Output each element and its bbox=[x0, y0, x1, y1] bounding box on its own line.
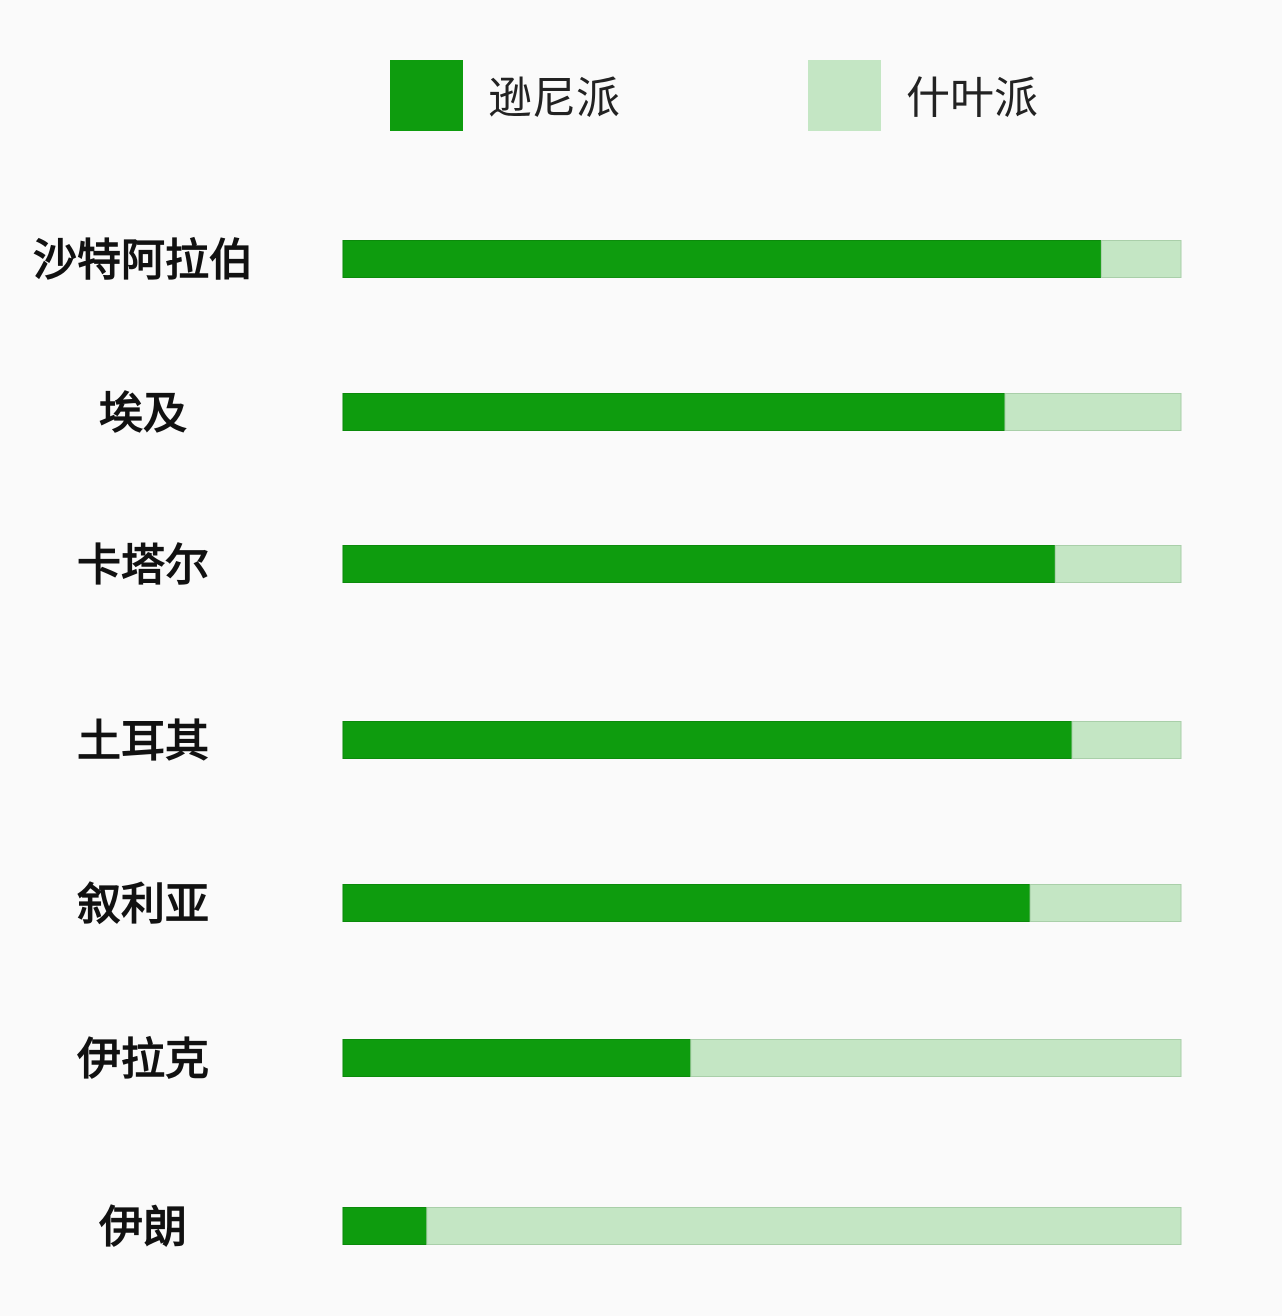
category-label: 伊朗 bbox=[98, 1202, 187, 1253]
legend-label-0: 逊尼派 bbox=[488, 73, 620, 124]
category-label: 卡塔尔 bbox=[77, 540, 209, 591]
bar-segment-0 bbox=[342, 1207, 428, 1245]
bar-segment-1 bbox=[1071, 721, 1182, 759]
bar-segment-0 bbox=[342, 545, 1056, 583]
bar-segment-1 bbox=[1054, 545, 1182, 583]
bar-segment-1 bbox=[1100, 240, 1182, 278]
bar-segment-1 bbox=[426, 1207, 1182, 1245]
category-label: 埃及 bbox=[99, 388, 187, 439]
bar-segment-0 bbox=[342, 884, 1031, 922]
bar-segment-0 bbox=[342, 721, 1073, 759]
category-label: 沙特阿拉伯 bbox=[33, 235, 253, 286]
legend-swatch-1 bbox=[808, 60, 881, 131]
category-label: 叙利亚 bbox=[77, 879, 209, 930]
legend-swatch-0 bbox=[390, 60, 463, 131]
category-label: 伊拉克 bbox=[76, 1034, 209, 1085]
bar-segment-1 bbox=[690, 1039, 1182, 1077]
bar-segment-0 bbox=[342, 1039, 692, 1077]
bar-segment-1 bbox=[1004, 393, 1182, 431]
bar-segment-0 bbox=[342, 240, 1102, 278]
bar-segment-0 bbox=[342, 393, 1006, 431]
bar-segment-1 bbox=[1029, 884, 1182, 922]
category-label: 土耳其 bbox=[77, 716, 209, 767]
legend-label-1: 什叶派 bbox=[906, 73, 1038, 124]
